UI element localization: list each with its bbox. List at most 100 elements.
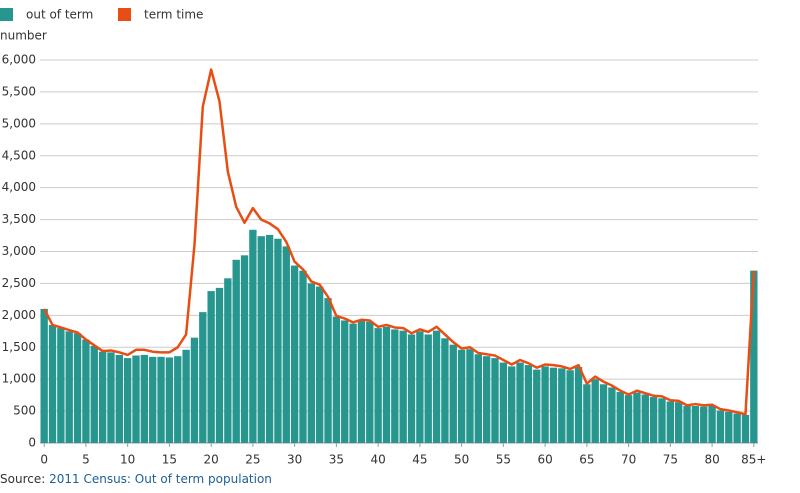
y-tick-label: 5,000 [2, 116, 36, 130]
bar [65, 331, 73, 443]
x-tick-label: 50 [454, 453, 469, 467]
x-tick-label: 75 [663, 453, 678, 467]
x-tick-label: 55 [496, 453, 511, 467]
source-prefix: Source: [0, 472, 45, 486]
bar [282, 246, 290, 443]
y-tick-label: 4,000 [2, 180, 36, 194]
bar [407, 334, 416, 443]
y-tick-label: 500 [13, 404, 36, 418]
bar [157, 356, 165, 443]
bar [549, 367, 558, 443]
bar [332, 316, 341, 443]
bar [48, 324, 57, 443]
x-tick-label: 70 [621, 453, 636, 467]
bar [324, 298, 332, 443]
x-tick-label: 30 [287, 453, 302, 467]
bar [658, 398, 666, 443]
bar [691, 405, 700, 443]
bar [591, 379, 599, 443]
y-tick-label: 1,500 [2, 340, 36, 354]
bar [466, 349, 474, 443]
source: Source: 2011 Census: Out of term populat… [0, 472, 272, 486]
legend-swatch [118, 8, 131, 21]
bar [725, 411, 733, 443]
y-axis-label: number [0, 29, 47, 43]
bar [224, 278, 232, 443]
bar [232, 259, 240, 443]
bar [399, 330, 407, 443]
legend-swatch [0, 8, 13, 21]
x-tick-label: 85+ [741, 453, 766, 467]
bar [40, 308, 48, 443]
bar [449, 344, 457, 443]
bar [675, 402, 683, 443]
y-tick-label: 6,000 [2, 53, 36, 67]
y-tick-label: 3,000 [2, 244, 36, 258]
bar [290, 265, 299, 443]
bar [57, 328, 65, 443]
bar [541, 366, 549, 443]
legend-label: out of term [26, 8, 93, 22]
y-tick-label: 5,500 [2, 84, 36, 98]
bar [391, 329, 399, 443]
bar [341, 320, 349, 443]
bar [257, 236, 265, 443]
bar [624, 395, 633, 443]
bar [82, 339, 90, 443]
bar [474, 354, 482, 443]
bar [700, 406, 708, 443]
bar [708, 405, 716, 443]
bar [558, 368, 566, 443]
y-tick-label: 2,500 [2, 276, 36, 290]
bar [508, 366, 516, 443]
bar [491, 358, 499, 443]
bar [207, 291, 215, 443]
y-tick-label: 4,500 [2, 148, 36, 162]
bar [716, 410, 725, 443]
bar [107, 352, 115, 443]
y-tick-label: 3,500 [2, 212, 36, 226]
bar [299, 270, 307, 443]
bar [616, 391, 624, 443]
x-tick-label: 10 [120, 453, 135, 467]
bar [149, 356, 157, 443]
bar [199, 312, 207, 443]
bar [574, 367, 583, 443]
bar [499, 362, 508, 443]
bar [733, 413, 741, 443]
x-tick-label: 0 [40, 453, 48, 467]
bar [666, 401, 675, 443]
y-tick-label: 1,000 [2, 372, 36, 386]
bar [524, 365, 533, 443]
legend-label: term time [144, 8, 203, 22]
bar [265, 234, 274, 443]
bar [516, 362, 524, 443]
bar [432, 330, 441, 443]
source-link[interactable]: 2011 Census: Out of term population [49, 472, 272, 486]
line [43, 68, 756, 416]
y-tick-label: 2,000 [2, 308, 36, 322]
bar [457, 349, 466, 443]
bar [750, 270, 758, 443]
bar [441, 338, 449, 443]
bar [566, 370, 574, 443]
bar [182, 349, 190, 443]
bar [132, 355, 140, 443]
bar [374, 328, 382, 443]
x-tick-label: 40 [370, 453, 385, 467]
bar [482, 356, 491, 443]
x-tick-label: 45 [412, 453, 427, 467]
bar [599, 384, 608, 443]
x-tick-label: 15 [162, 453, 177, 467]
x-tick-label: 5 [82, 453, 90, 467]
bar [357, 320, 366, 443]
bar [641, 394, 649, 443]
bar [741, 414, 750, 443]
bar [73, 333, 82, 443]
bar [349, 323, 357, 443]
x-tick-label: 35 [329, 453, 344, 467]
bar [608, 387, 616, 443]
bar [633, 392, 641, 443]
bar [123, 358, 132, 443]
